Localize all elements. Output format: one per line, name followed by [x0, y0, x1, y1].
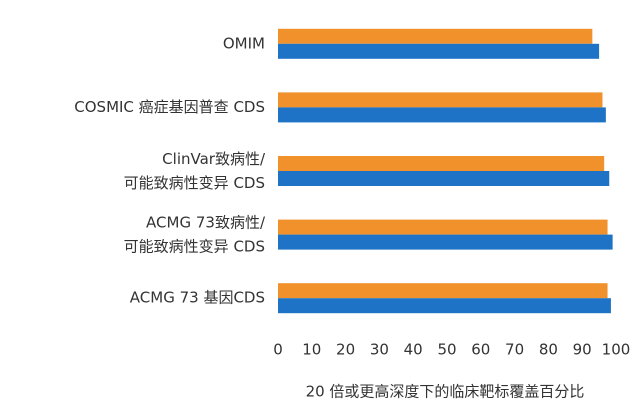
x-tick-label: 100: [602, 341, 631, 359]
y-tick-label: ClinVar致病性/可能致病性变异 CDS: [124, 150, 266, 192]
x-tick-label: 70: [505, 341, 524, 359]
x-tick-label: 40: [404, 341, 423, 359]
x-tick-label: 50: [437, 341, 456, 359]
bar: [278, 156, 605, 171]
bar: [278, 171, 610, 186]
bar: [278, 43, 600, 59]
y-tick-label: ACMG 73 基因CDS: [130, 289, 265, 307]
y-tick-label: COSMIC 癌症基因普查 CDS: [74, 98, 265, 116]
x-tick-label: 60: [471, 341, 490, 359]
bar: [278, 107, 606, 123]
x-tick-label: 90: [573, 341, 592, 359]
bar: [278, 298, 611, 314]
y-tick-label: OMIM: [223, 34, 265, 52]
x-axis-label: 20 倍或更高深度下的临床靶标覆盖百分比: [306, 383, 585, 401]
x-tick-label: 30: [370, 341, 389, 359]
bar: [278, 92, 603, 108]
x-tick-label: 80: [539, 341, 558, 359]
x-tick-label: 20: [336, 341, 355, 359]
bar: [278, 219, 608, 235]
bar: [278, 283, 608, 299]
x-tick-label: 0: [273, 341, 283, 359]
y-tick-label: ACMG 73致病性/可能致病性变异 CDS: [124, 213, 266, 255]
x-tick-label: 10: [302, 341, 321, 359]
bar: [278, 234, 613, 250]
bar: [278, 28, 593, 44]
